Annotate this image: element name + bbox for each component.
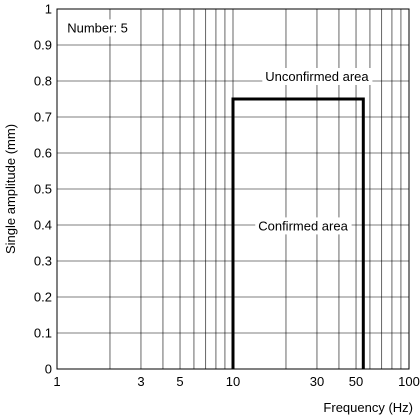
- y-tick-label: 0.3: [34, 254, 52, 269]
- x-tick-label: 50: [349, 374, 363, 389]
- y-tick-label: 0.4: [34, 218, 52, 233]
- tick-labels: 0 0.1 0.2 0.3 0.4 0.5 0.6 0.7 0.8 0.9 1 1 3 5 10 30 50 10…: [34, 2, 420, 390]
- x-tick-label: 1: [53, 374, 60, 389]
- y-tick-label: 0: [45, 362, 52, 377]
- annotation: Unconfirmed area: [262, 68, 373, 85]
- annotation-text: Confirmed area: [258, 218, 348, 233]
- y-tick-label: 0.5: [34, 182, 52, 197]
- y-tick-label: 0.2: [34, 290, 52, 305]
- y-tick-label: 1: [45, 2, 52, 17]
- y-axis-label: Single amplitude (mm): [3, 124, 18, 254]
- x-axis-label: Frequency (Hz): [323, 400, 413, 415]
- x-tick-label: 3: [137, 374, 144, 389]
- annotation-background: [255, 217, 352, 235]
- annotations: Number: 5 Unconfirmed area Confirmed area: [64, 19, 373, 235]
- y-tick-label: 0.7: [34, 110, 52, 125]
- annotation: Confirmed area: [255, 217, 352, 235]
- y-tick-label: 0.9: [34, 38, 52, 53]
- plot-frame: [56, 8, 410, 370]
- x-tick-label: 100: [398, 374, 420, 389]
- y-tick-label: 0.8: [34, 74, 52, 89]
- x-tick-label: 5: [176, 374, 183, 389]
- x-tick-label: 10: [226, 374, 240, 389]
- y-tick-label: 0.1: [34, 326, 52, 341]
- y-tick-label: 0.6: [34, 146, 52, 161]
- x-tick-label: 30: [310, 374, 324, 389]
- data-marks: [231, 97, 365, 369]
- annotation-background: [262, 68, 373, 85]
- annotation: Number: 5: [64, 19, 131, 37]
- confirmed-area-boundary: [231, 97, 365, 369]
- annotation-background: [64, 19, 131, 37]
- annotation-text: Number: 5: [67, 20, 128, 35]
- annotation-text: Unconfirmed area: [265, 69, 369, 84]
